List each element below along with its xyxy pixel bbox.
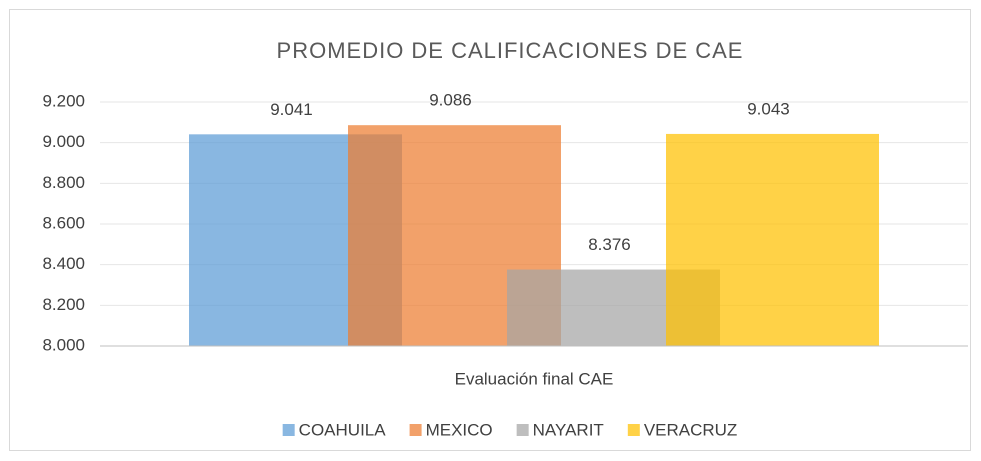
data-label: 9.041	[270, 100, 313, 119]
chart-title: PROMEDIO DE CALIFICACIONES DE CAE	[277, 38, 744, 63]
legend-swatch	[282, 424, 295, 436]
y-tick-label: 9.200	[42, 91, 85, 110]
data-label: 9.043	[747, 99, 790, 118]
legend-label: NAYARIT	[533, 420, 604, 439]
data-label: 9.086	[429, 91, 472, 110]
y-tick-label: 8.600	[42, 213, 85, 232]
legend-label: VERACRUZ	[644, 420, 738, 439]
y-tick-label: 8.000	[42, 335, 85, 354]
data-label: 8.376	[588, 235, 631, 254]
x-tick-label: Evaluación final CAE	[455, 369, 614, 388]
legend-label: MEXICO	[426, 420, 493, 439]
legend-swatch	[409, 424, 422, 436]
legend-label: COAHUILA	[299, 420, 387, 439]
y-tick-label: 8.800	[42, 173, 85, 192]
bar	[666, 133, 879, 346]
y-tick-label: 8.200	[42, 295, 85, 314]
y-tick-label: 8.400	[42, 254, 85, 273]
y-tick-label: 9.000	[42, 132, 85, 151]
legend-swatch	[627, 424, 640, 436]
legend-swatch	[516, 424, 529, 436]
